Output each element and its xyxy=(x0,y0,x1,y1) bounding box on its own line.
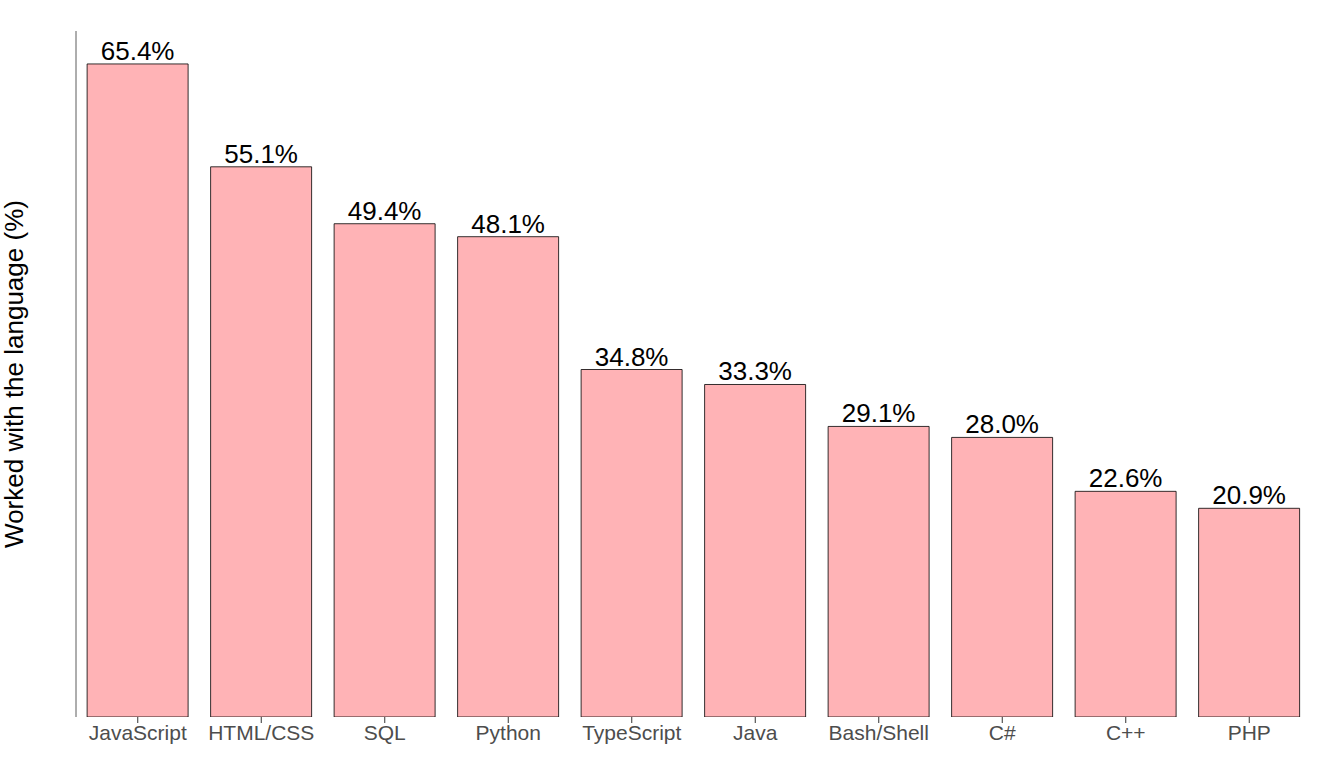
svg-text:Worked with the language (%): Worked with the language (%) xyxy=(8,200,29,548)
svg-text:20.9%: 20.9% xyxy=(1212,480,1286,510)
svg-text:Python: Python xyxy=(476,721,541,744)
svg-text:48.1%: 48.1% xyxy=(471,209,545,239)
svg-text:29.1%: 29.1% xyxy=(842,398,916,428)
svg-text:Java: Java xyxy=(733,721,778,744)
svg-text:33.3%: 33.3% xyxy=(718,356,792,386)
svg-text:34.8%: 34.8% xyxy=(595,342,669,372)
svg-text:Bash/Shell: Bash/Shell xyxy=(829,721,929,744)
svg-text:65.4%: 65.4% xyxy=(101,36,175,66)
svg-text:22.6%: 22.6% xyxy=(1089,463,1163,493)
svg-text:PHP: PHP xyxy=(1228,721,1271,744)
svg-text:49.4%: 49.4% xyxy=(348,196,422,226)
svg-text:C++: C++ xyxy=(1106,721,1146,744)
svg-text:TypeScript: TypeScript xyxy=(582,721,681,744)
svg-text:55.1%: 55.1% xyxy=(224,139,298,169)
svg-text:28.0%: 28.0% xyxy=(965,409,1039,439)
svg-text:SQL: SQL xyxy=(364,721,406,744)
svg-text:HTML/CSS: HTML/CSS xyxy=(208,721,314,744)
svg-text:C#: C# xyxy=(989,721,1016,744)
svg-text:JavaScript: JavaScript xyxy=(89,721,187,744)
